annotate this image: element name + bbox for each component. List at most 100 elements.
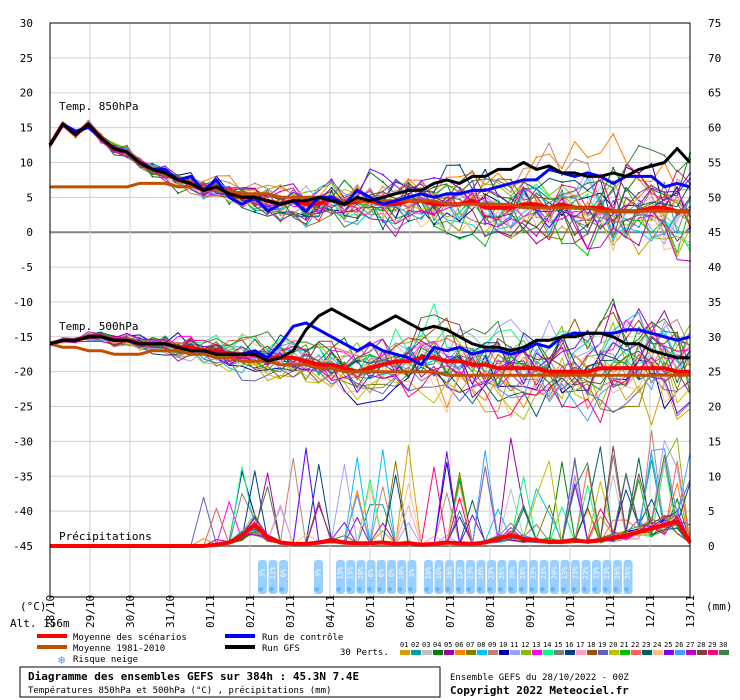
snow-risk-percent: 6% bbox=[377, 568, 385, 577]
perturbation-point bbox=[612, 187, 615, 190]
perturbation-point bbox=[381, 206, 384, 209]
perturbation-point bbox=[330, 186, 333, 189]
snow-risk-percent: 3% bbox=[408, 568, 416, 577]
perturbation-point bbox=[484, 197, 487, 200]
perturbation-id-21: 21 bbox=[620, 641, 628, 649]
perturbation-swatch-17 bbox=[576, 650, 586, 655]
perturbation-point bbox=[612, 249, 615, 252]
snow-risk-percent: 16% bbox=[435, 566, 443, 579]
perturbation-point bbox=[586, 182, 589, 185]
perturbation-point bbox=[356, 214, 359, 217]
perturbation-point bbox=[637, 230, 640, 233]
snow-risk-percent: 23% bbox=[530, 566, 538, 579]
perturbation-point bbox=[305, 185, 307, 188]
plot-frame bbox=[49, 22, 691, 598]
perturbation-point bbox=[663, 230, 666, 233]
perturbation-swatch-14 bbox=[543, 650, 553, 655]
snow-risk-marker bbox=[314, 560, 323, 594]
perturbation-point bbox=[228, 200, 231, 203]
x-tick-label: 07/11 bbox=[444, 595, 457, 628]
perturbation-point bbox=[561, 181, 563, 184]
snow-risk-percent: 6% bbox=[388, 568, 396, 577]
left-tick-label: 0 bbox=[26, 226, 33, 239]
snow-risk-percent: 26% bbox=[614, 566, 622, 579]
perturbation-point bbox=[509, 234, 512, 237]
perturbation-id-26: 26 bbox=[675, 641, 683, 649]
snow-risk-percent: 26% bbox=[624, 566, 632, 579]
snowflake-icon: ❄ bbox=[446, 585, 451, 594]
perturbation-point bbox=[458, 187, 461, 190]
perturbation-point bbox=[484, 211, 487, 214]
x-tick-label: 30/10 bbox=[124, 595, 137, 628]
perturbation-point bbox=[356, 192, 359, 195]
left-tick-label: -30 bbox=[13, 435, 33, 448]
perturbation-point bbox=[177, 174, 179, 177]
snow-risk-percent: 20% bbox=[509, 566, 517, 579]
perturbation-point bbox=[663, 154, 666, 157]
perturbation-point bbox=[586, 247, 589, 250]
perturbation-point bbox=[458, 210, 461, 213]
perturbation-point bbox=[279, 208, 282, 211]
perturbation-point bbox=[305, 225, 307, 228]
perturbation-point bbox=[535, 195, 538, 198]
perturbation-swatch-12 bbox=[521, 650, 531, 655]
perturbation-swatch-06 bbox=[455, 650, 465, 655]
perturbation-point bbox=[458, 217, 461, 220]
snow-risk-percent: 3% bbox=[259, 568, 267, 577]
perturbation-point bbox=[484, 223, 487, 226]
left-tick-label: 20 bbox=[20, 87, 33, 100]
perturbation-point bbox=[330, 180, 333, 183]
perturbation-id-16: 16 bbox=[565, 641, 573, 649]
snowflake-icon: ❄ bbox=[572, 585, 577, 594]
legend-gfs-run: Run GFS bbox=[262, 644, 300, 654]
perturbation-swatch-26 bbox=[675, 650, 685, 655]
snowflake-icon: ❄ bbox=[280, 585, 285, 594]
snow-risk-marker bbox=[466, 560, 475, 594]
perturbation-swatch-28 bbox=[697, 650, 707, 655]
snowflake-icon: ❄ bbox=[519, 585, 524, 594]
snow-risk-percent: 3% bbox=[315, 568, 323, 577]
legend-mean-scenarios: Moyenne des scénarios bbox=[73, 632, 187, 643]
perturbation-point bbox=[381, 190, 384, 193]
snowflake-icon: ❄ bbox=[467, 585, 472, 594]
snow-risk-marker bbox=[602, 560, 612, 594]
perturbation-swatch-24 bbox=[653, 650, 663, 655]
perturbation-point bbox=[637, 192, 640, 195]
left-tick-label: -40 bbox=[13, 505, 33, 518]
snow-risk-marker bbox=[387, 560, 396, 594]
snowflake-icon: ❄ bbox=[530, 585, 535, 594]
main-series-lines bbox=[48, 122, 692, 548]
perturbation-id-25: 25 bbox=[664, 641, 672, 649]
perturbation-point bbox=[484, 182, 487, 185]
perturbation-point bbox=[279, 212, 282, 215]
snow-risk-marker bbox=[613, 560, 622, 594]
perturbation-point bbox=[561, 174, 563, 177]
left-tick-label: 10 bbox=[20, 156, 33, 169]
perturbation-point bbox=[663, 199, 666, 202]
snow-risk-marker bbox=[581, 560, 591, 594]
perturbation-id-13: 13 bbox=[532, 641, 540, 649]
left-axis-ticks: 30 25 20 15 10 5 0 -5 -10 -15 -20 -25 -30 -35 -40 -45 bbox=[13, 17, 33, 553]
snow-risk-marker bbox=[529, 560, 538, 594]
perturbation-point bbox=[253, 205, 256, 208]
left-tick-label: 5 bbox=[26, 191, 33, 204]
snowflake-icon: ❄ bbox=[488, 585, 493, 594]
perturbation-id-15: 15 bbox=[554, 641, 562, 649]
x-tick-label: 28/10 bbox=[44, 595, 57, 628]
perturbation-point bbox=[484, 221, 487, 224]
snow-risk-marker bbox=[356, 560, 366, 594]
label-temp-500: Temp. 500hPa bbox=[59, 320, 138, 333]
snow-risk-marker bbox=[279, 560, 288, 594]
perturbation-swatch-16 bbox=[565, 650, 575, 655]
snow-risk-marker bbox=[571, 560, 580, 594]
perturbation-point bbox=[433, 225, 435, 228]
snow-risk-marker bbox=[258, 560, 267, 594]
perturbation-point bbox=[637, 202, 640, 205]
snowflake-icon: ❄ bbox=[58, 653, 65, 667]
perturbation-point bbox=[151, 164, 154, 167]
label-precipitations: Précipitations bbox=[59, 530, 152, 543]
perturbation-swatch-02 bbox=[411, 650, 421, 655]
perturbation-point bbox=[433, 191, 435, 194]
perturbation-point bbox=[561, 242, 563, 245]
